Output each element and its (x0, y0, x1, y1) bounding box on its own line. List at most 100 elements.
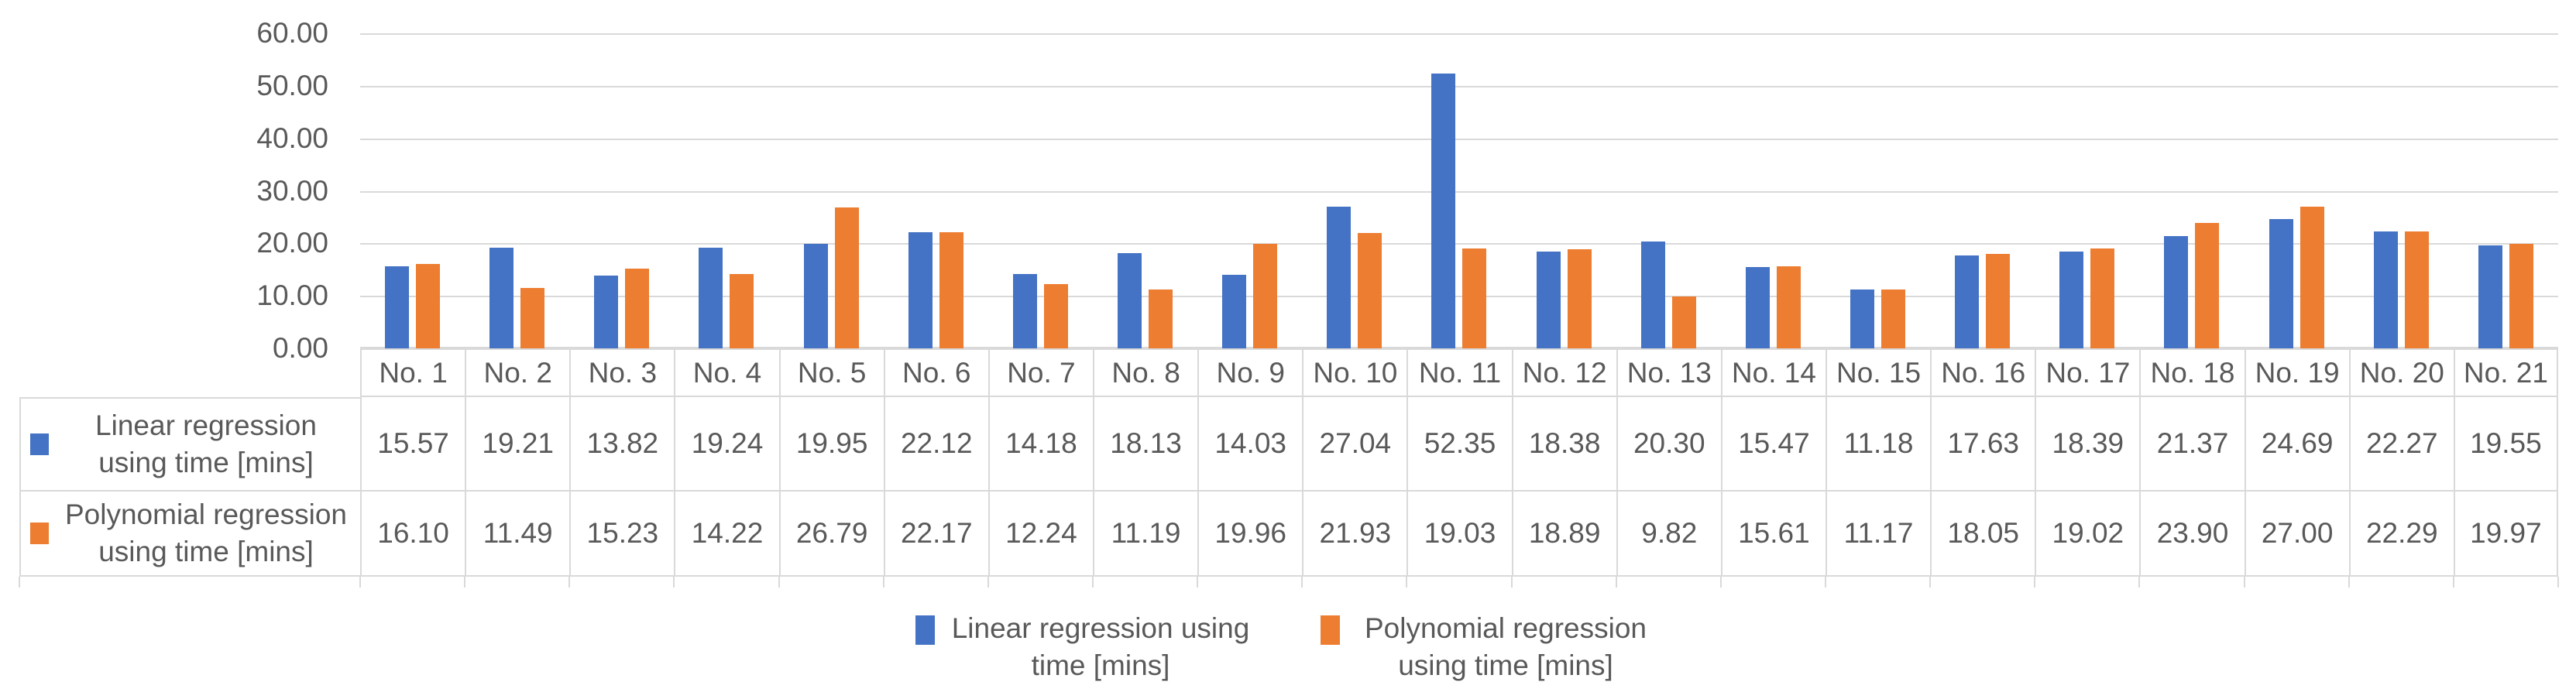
value-cell: 11.19 (1092, 492, 1198, 577)
category-slot (884, 33, 988, 348)
category-slot (674, 33, 778, 348)
value-cell: 11.18 (1825, 397, 1931, 492)
axis-tick-mark (1929, 577, 1932, 588)
bar (1012, 273, 1037, 348)
value-cell: 12.24 (987, 492, 1093, 577)
value-cell: 11.49 (465, 492, 570, 577)
value-cell: 14.03 (1197, 397, 1303, 492)
legend-label-polynomial: Polynomial regression using time [mins] (1364, 612, 1647, 681)
category-header-cell: No. 5 (778, 348, 884, 397)
legend-key-icon-linear (915, 615, 935, 645)
bar (2269, 218, 2293, 348)
category-slot (2035, 33, 2139, 348)
value-cell: 15.47 (1720, 397, 1826, 492)
bar-group (1512, 248, 1616, 348)
value-cell: 15.61 (1720, 492, 1826, 577)
row-key-icon-polynomial (30, 523, 49, 544)
category-slot (1197, 33, 1302, 348)
axis-tick-mark (359, 577, 361, 588)
bar (2059, 252, 2084, 348)
bar (520, 288, 545, 348)
y-axis-tick-label: 20.00 (256, 227, 328, 259)
value-cell: 22.12 (883, 397, 988, 492)
value-cell: 16.10 (360, 492, 465, 577)
series-label-cell-polynomial: Polynomial regression using time [mins] (19, 492, 360, 577)
value-cell: 14.18 (987, 397, 1093, 492)
category-header-cell: No. 21 (2453, 348, 2558, 397)
value-cell: 14.22 (674, 492, 779, 577)
axis-tick-mark (1092, 577, 1094, 588)
value-cell: 19.03 (1406, 492, 1512, 577)
bar (1462, 248, 1487, 348)
bar-group (1826, 290, 1930, 348)
axis-tick-mark (2348, 577, 2350, 588)
category-slot (2245, 33, 2349, 348)
value-cell: 18.39 (2035, 397, 2140, 492)
bar (834, 207, 859, 348)
y-axis-tick-label: 40.00 (256, 122, 328, 154)
axis-tick-mark (1510, 577, 1513, 588)
bar-group (569, 268, 674, 348)
category-header-cell: No. 6 (883, 348, 988, 397)
category-slot (2454, 33, 2558, 348)
bar (2195, 222, 2220, 348)
axis-tick-mark (2034, 577, 2036, 588)
legend-item-polynomial: Polynomial regression using time [mins] (1321, 610, 1661, 684)
value-cell: 18.89 (1511, 492, 1616, 577)
value-cell: 27.00 (2244, 492, 2349, 577)
value-cell: 11.17 (1825, 492, 1931, 577)
bar-group (360, 263, 465, 348)
table-row-linear: 15.57 19.21 13.82 19.24 19.95 22.12 14.18 18.13… (360, 397, 2558, 492)
value-cell: 19.21 (465, 397, 570, 492)
axis-tick-mark (1197, 577, 1199, 588)
bar (803, 243, 828, 348)
category-slot (360, 33, 465, 348)
value-cell: 21.93 (1302, 492, 1407, 577)
category-header-cell: No. 19 (2244, 348, 2349, 397)
value-cell: 19.95 (778, 397, 884, 492)
axis-tick-mark (568, 577, 571, 588)
category-header-cell: No. 9 (1197, 348, 1303, 397)
bar (1253, 243, 1278, 348)
bar (2478, 245, 2502, 348)
axis-tick-mark (1719, 577, 1722, 588)
axis-tick-mark (1825, 577, 1826, 588)
bar (1536, 252, 1561, 348)
bar (2300, 206, 2324, 348)
category-slot (1302, 33, 1406, 348)
bar-group (1406, 73, 1511, 348)
category-slot (1721, 33, 1826, 348)
bar (730, 273, 754, 348)
bar (1043, 284, 1068, 348)
gridline (360, 33, 2558, 35)
category-slot (569, 33, 674, 348)
bar (1358, 233, 1382, 348)
gridline (360, 296, 2558, 298)
value-cell: 19.96 (1197, 492, 1303, 577)
value-cell: 21.37 (2139, 397, 2245, 492)
category-header-cell: No. 20 (2348, 348, 2454, 397)
value-cell: 9.82 (1616, 492, 1721, 577)
axis-tick-mark (1406, 577, 1408, 588)
category-header-cell: No. 10 (1302, 348, 1407, 397)
gridline (360, 243, 2558, 245)
category-header-cell: No. 15 (1825, 348, 1931, 397)
value-cell: 19.02 (2035, 492, 2140, 577)
value-cell: 18.38 (1511, 397, 1616, 492)
legend-key-icon-polynomial (1321, 615, 1340, 645)
category-slot (1616, 33, 1721, 348)
bar-group (2454, 243, 2558, 348)
gridline (360, 85, 2558, 87)
bar-group (988, 273, 1093, 348)
bar (489, 247, 514, 348)
axis-tick-mark (882, 577, 884, 588)
y-axis-tick-label: 50.00 (256, 69, 328, 101)
axis-tick-mark (673, 577, 675, 588)
gridline (360, 138, 2558, 140)
bar-group (1721, 266, 1826, 348)
bar-group (2245, 206, 2349, 348)
bar (1776, 266, 1801, 348)
legend: Linear regression using time [mins] Poly… (0, 610, 2576, 684)
category-slot (465, 33, 569, 348)
